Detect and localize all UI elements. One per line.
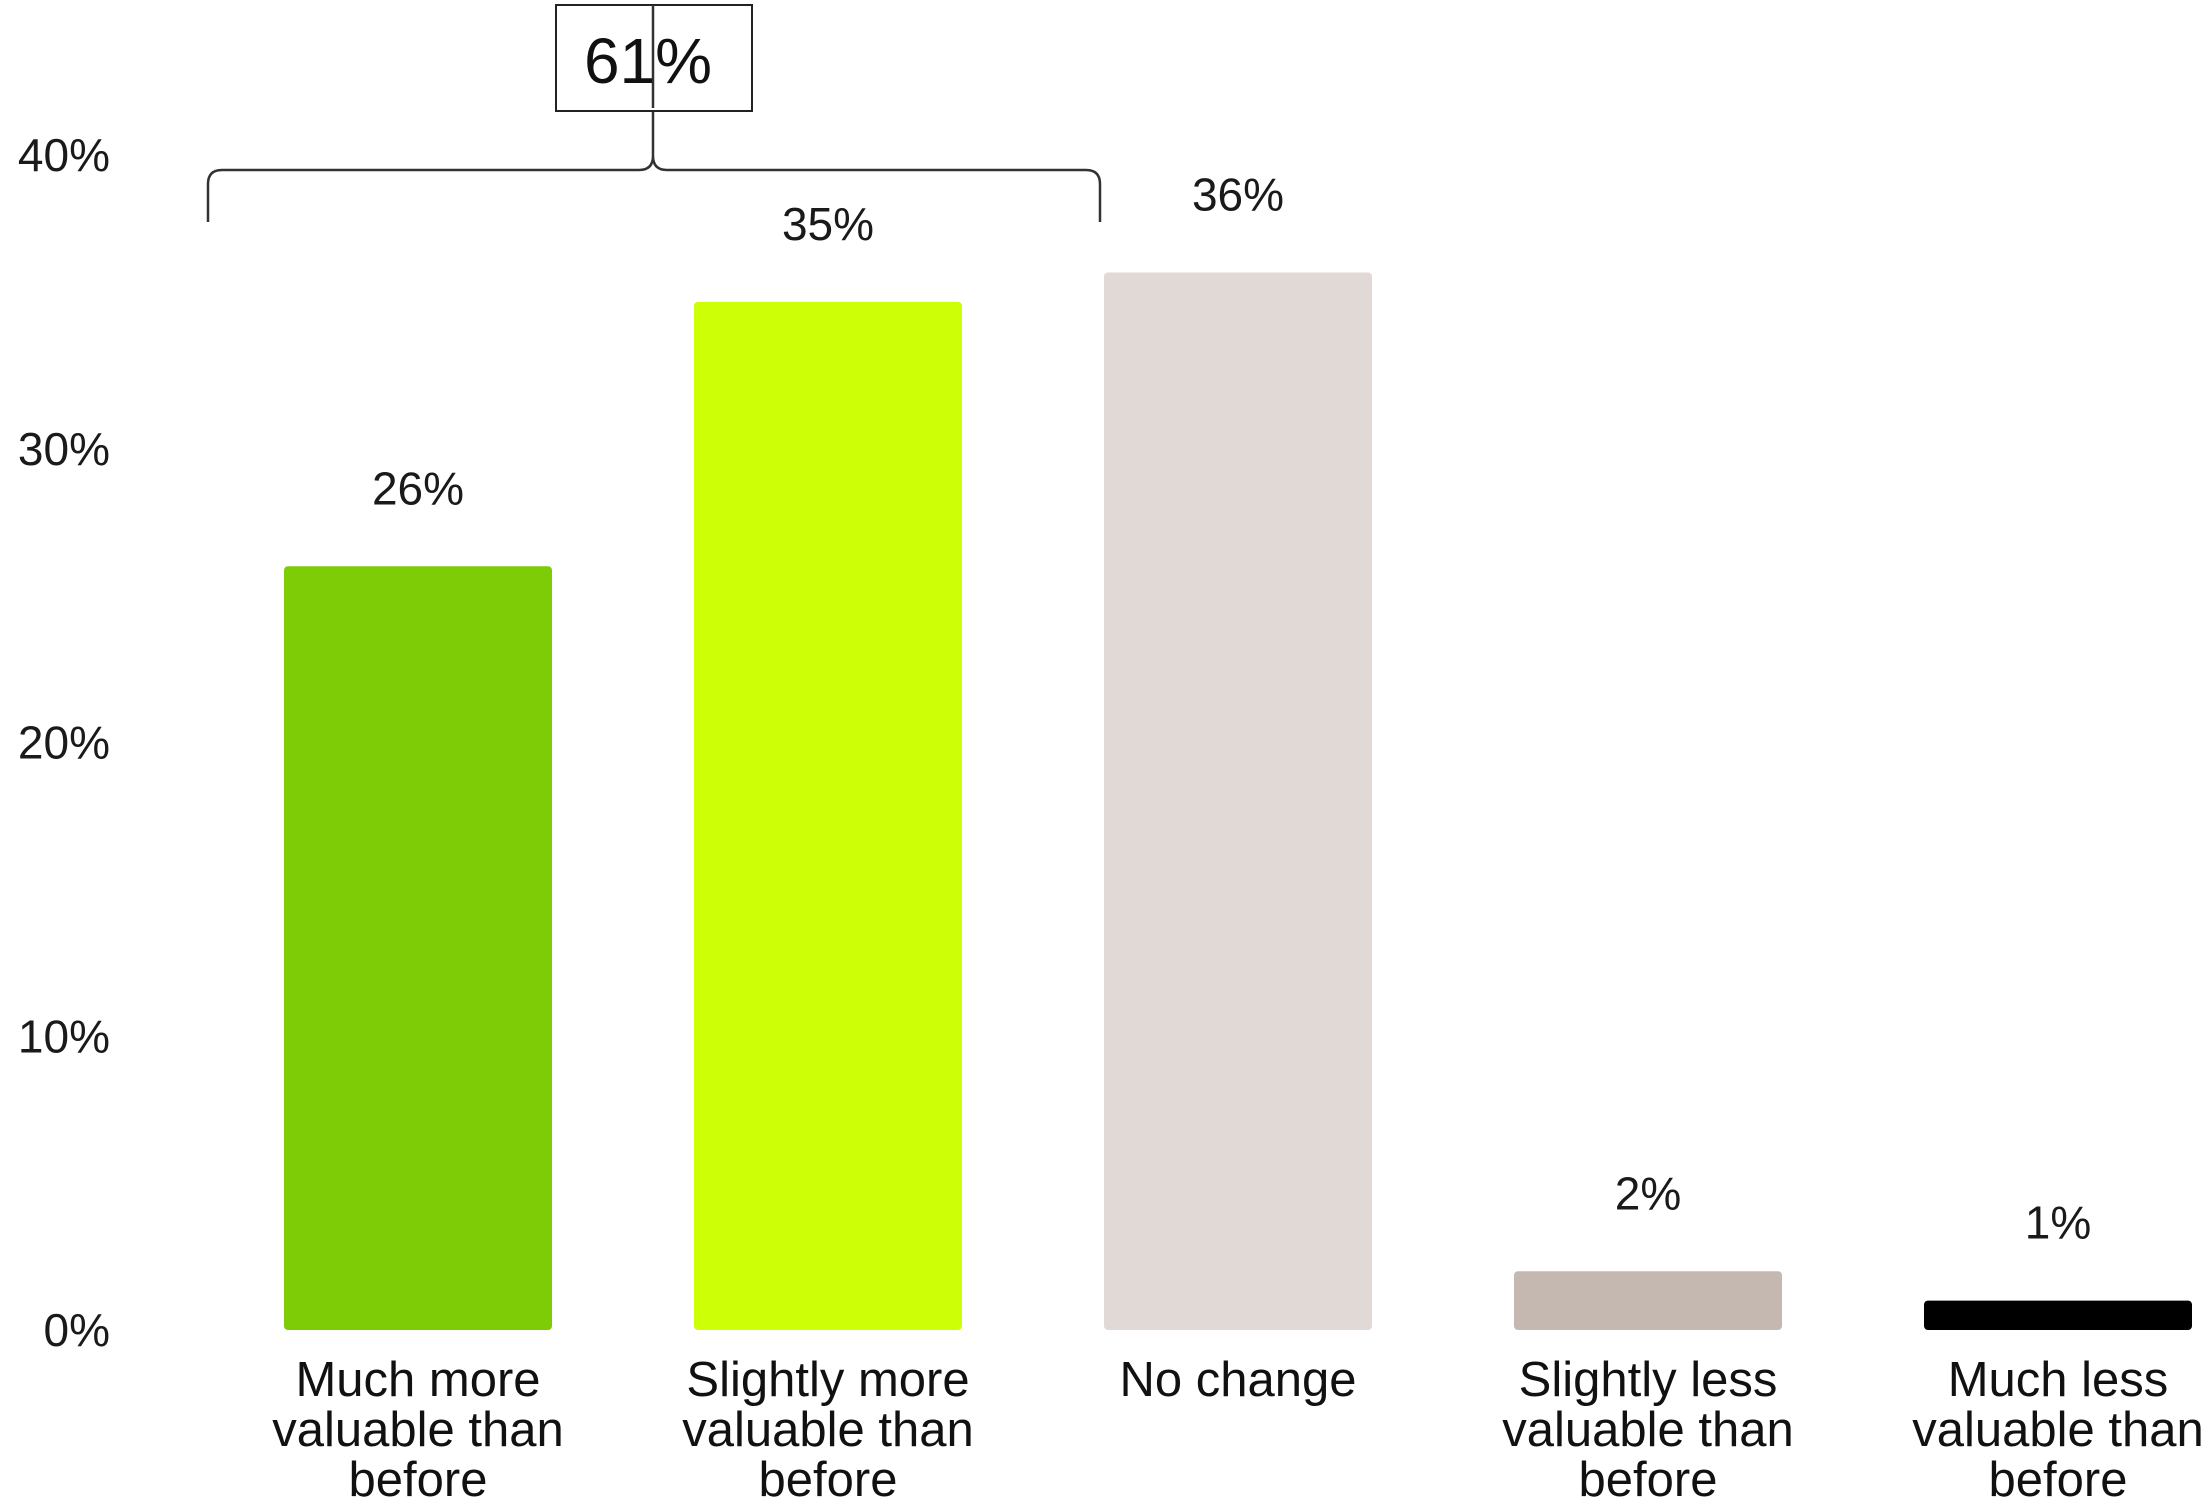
x-category-label-line: valuable than [682,1403,974,1457]
data-labels: 26% 35% 36% 2% 1% [372,169,2091,1249]
x-category-label: Slightly more valuable than before [682,1353,974,1507]
x-category-label-line: Slightly less [1519,1353,1778,1407]
bar [1104,272,1372,1330]
x-category-label: Slightly less valuable than before [1502,1353,1794,1507]
data-label: 2% [1615,1167,1681,1219]
x-category-label: Much less valuable than before [1912,1353,2204,1507]
bar [1924,1300,2192,1330]
y-tick-label: 20% [18,717,110,769]
grouping-brace [206,100,1102,222]
data-label: 1% [2025,1197,2091,1249]
x-category-label-line: No change [1119,1353,1356,1407]
bar [1514,1271,1782,1330]
x-category-label-line: before [1579,1453,1718,1507]
data-label: 36% [1192,169,1284,221]
x-category-label-line: before [759,1453,898,1507]
x-category-label-line: Much more [295,1353,540,1407]
x-category-label-line: valuable than [1502,1403,1794,1457]
x-category-label-line: Much less [1948,1353,2169,1407]
x-category-label-line: before [349,1453,488,1507]
x-category-label-line: Slightly more [686,1353,969,1407]
data-label: 35% [782,198,874,250]
y-axis: 0% 10% 20% 30% 40% [18,129,110,1356]
x-category-label-line: valuable than [272,1403,564,1457]
callout-total-label: 61% [584,25,712,97]
y-tick-label: 10% [18,1010,110,1062]
bar [284,566,552,1330]
data-label: 26% [372,462,464,514]
bars [284,272,2192,1330]
bar [694,301,962,1330]
x-category-label: No change [1119,1353,1356,1407]
x-category-label: Much more valuable than before [272,1353,564,1507]
y-tick-label: 30% [18,423,110,475]
y-tick-label: 40% [18,129,110,181]
x-category-label-line: valuable than [1912,1403,2204,1457]
callout-annotation: 61% [206,4,1102,222]
y-tick-label: 0% [44,1304,110,1356]
x-category-label-line: before [1989,1453,2128,1507]
